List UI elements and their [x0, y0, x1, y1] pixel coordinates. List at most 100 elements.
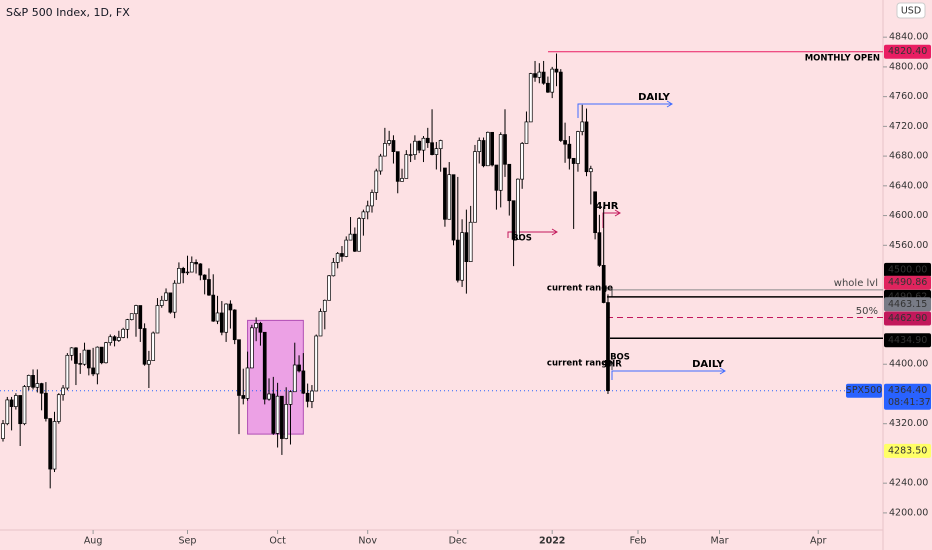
- candle-body: [297, 364, 301, 372]
- candle-body: [460, 232, 464, 281]
- last-price-label: 4364.40: [888, 385, 927, 396]
- candle-body: [86, 349, 91, 369]
- candle-body: [125, 319, 130, 330]
- candle-body: [601, 265, 606, 303]
- x-tick-label: 2022: [539, 536, 565, 547]
- candle-body: [314, 335, 319, 392]
- candle-body: [335, 253, 340, 263]
- candle-body: [288, 391, 293, 405]
- candle-body: [361, 211, 366, 219]
- daily-arrow: [577, 103, 672, 118]
- candle-body: [516, 178, 520, 240]
- price-tag-label: 4463.15: [888, 299, 927, 310]
- x-tick-label: Nov: [358, 536, 377, 547]
- candle-body: [185, 271, 190, 274]
- candle-body: [245, 367, 250, 399]
- candle-body: [430, 142, 434, 155]
- candle-body: [262, 331, 267, 400]
- price-tag-label: 4283.50: [888, 445, 927, 456]
- candle-body: [159, 299, 164, 306]
- candle-body: [52, 421, 57, 470]
- candle-body: [434, 148, 439, 155]
- annotation: 4HR: [602, 360, 622, 370]
- candle-body: [155, 305, 160, 334]
- candle-body: [168, 292, 173, 313]
- candle-body: [198, 263, 203, 276]
- candle-body: [228, 303, 233, 311]
- candle-body: [215, 312, 220, 322]
- candle-body: [464, 232, 469, 263]
- candle-body: [82, 349, 87, 365]
- candle-body: [404, 154, 409, 179]
- candle-body: [194, 262, 198, 265]
- y-tick-label: 4560.00: [889, 240, 928, 251]
- annotation: DAILY: [692, 359, 725, 370]
- candle-body: [275, 395, 280, 434]
- candle-body: [232, 309, 237, 341]
- candle-body: [468, 221, 473, 263]
- arrowhead: [551, 228, 558, 236]
- candle-body: [498, 134, 503, 191]
- candle-body: [138, 305, 143, 329]
- annotation: current range: [547, 284, 613, 294]
- candle-body: [310, 390, 314, 402]
- candle-body: [425, 137, 430, 144]
- y-tick-label: 4400.00: [889, 359, 928, 370]
- candle-body: [400, 178, 404, 182]
- arrowhead: [666, 100, 673, 108]
- annotation: whole lvl: [834, 278, 878, 289]
- y-tick-label: 4600.00: [889, 210, 928, 221]
- candle-body: [391, 140, 396, 152]
- y-tick-label: 4720.00: [889, 121, 928, 132]
- chart-title: S&P 500 Index, 1D, FX: [6, 6, 130, 19]
- candle-body: [207, 279, 211, 296]
- candle-body: [528, 73, 533, 123]
- annotation: 4HR: [595, 201, 618, 212]
- candle-body: [571, 157, 576, 164]
- candle-body: [378, 155, 383, 172]
- candle-body: [44, 392, 48, 419]
- candle-body: [219, 312, 224, 333]
- y-tick-label: 4800.00: [889, 61, 928, 72]
- candle-body: [181, 267, 186, 274]
- candle-body: [546, 82, 550, 93]
- currency-badge: [896, 2, 926, 19]
- candle-body: [494, 164, 499, 191]
- price-tag-label: 4490.86: [888, 277, 927, 288]
- candle-body: [395, 151, 400, 182]
- candle-body: [172, 282, 177, 313]
- candle-body: [331, 262, 336, 277]
- annotation: MONTHLY OPEN: [805, 54, 880, 64]
- candle-body: [606, 302, 610, 392]
- candle-body: [383, 143, 387, 157]
- candle-body: [26, 375, 31, 387]
- price-tag-label: 4820.40: [888, 46, 927, 57]
- price-tag: [884, 44, 931, 59]
- candle-body: [413, 140, 417, 155]
- candle-body: [588, 168, 593, 173]
- price-tag: [884, 311, 931, 326]
- range-marker: [604, 287, 613, 297]
- candle-body: [1, 423, 5, 439]
- candle-body: [164, 292, 168, 301]
- price-tag-label: 4462.90: [888, 313, 927, 324]
- candle-body: [56, 394, 61, 422]
- candle-body: [473, 151, 477, 223]
- bos-arrow: [507, 231, 557, 238]
- candle-body: [348, 233, 353, 241]
- candle-body: [374, 170, 379, 193]
- annotation: 50%: [856, 306, 878, 317]
- countdown: 08:41:37: [888, 397, 931, 408]
- candle-body: [408, 154, 413, 156]
- candle-body: [593, 191, 597, 234]
- symbol-label: SPX500: [846, 385, 882, 396]
- arrowhead: [719, 367, 726, 375]
- candle-body: [116, 337, 121, 341]
- candle-body: [490, 131, 494, 166]
- candle-body: [554, 68, 559, 73]
- last-price-tag: [884, 383, 931, 410]
- candle-body: [576, 131, 580, 164]
- candle-body: [237, 339, 241, 396]
- candle-body: [387, 140, 392, 144]
